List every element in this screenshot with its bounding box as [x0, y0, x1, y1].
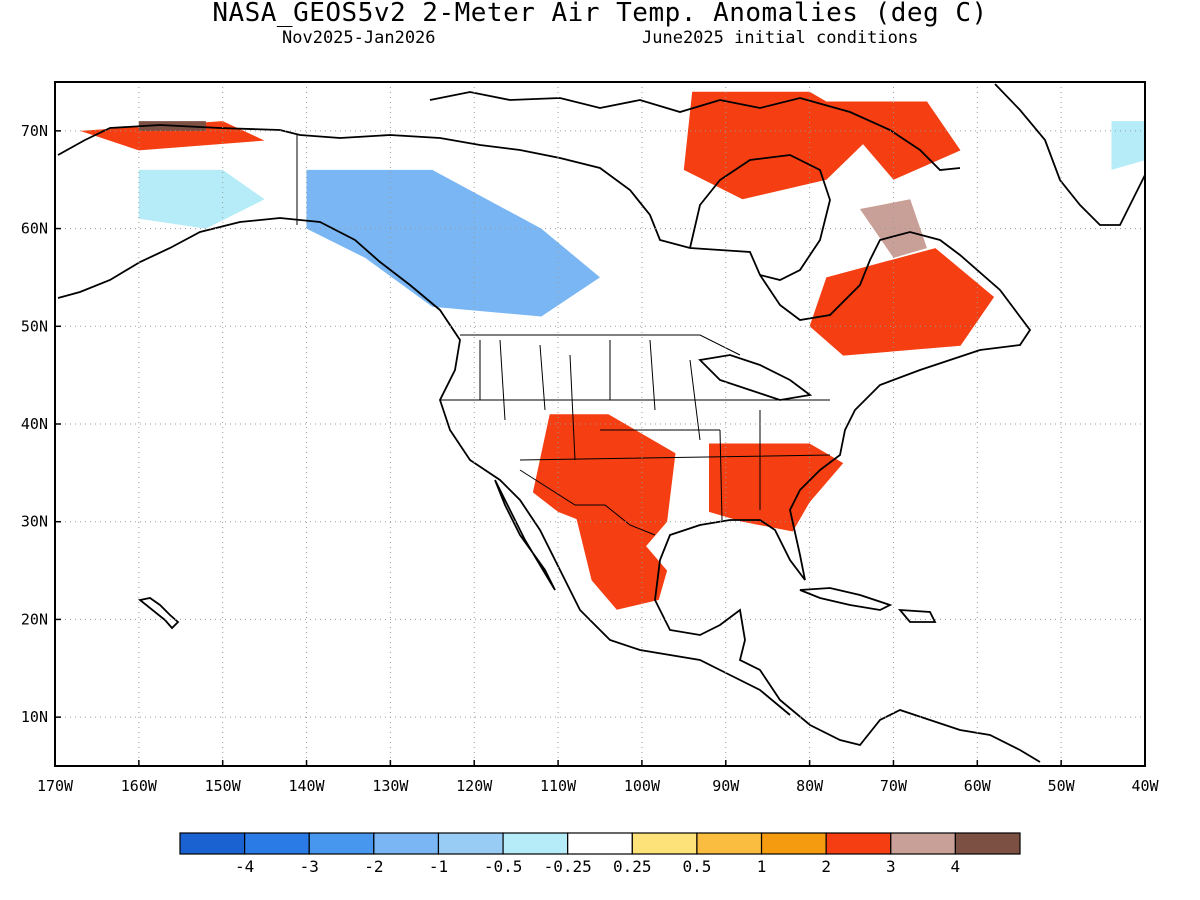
forecast-period: Nov2025-Jan2026 — [282, 28, 436, 48]
baffin-hot — [859, 199, 927, 258]
alaska-cool — [138, 169, 265, 229]
us-southwest-warm — [532, 414, 676, 551]
lon-tick-label: 70W — [880, 777, 908, 795]
colorbar-label: -2 — [364, 857, 383, 876]
colorbar-label: 2 — [821, 857, 831, 876]
colorbar-label: 0.25 — [613, 857, 652, 876]
lon-tick-label: 40W — [1131, 777, 1159, 795]
colorbar-swatch — [179, 832, 246, 855]
political-borders — [296, 135, 831, 536]
colorbar-label: -0.25 — [544, 857, 592, 876]
colorbar-swatch — [954, 832, 1021, 855]
colorbar-label: 4 — [951, 857, 961, 876]
lon-tick-label: 110W — [540, 777, 577, 795]
colorbar-swatch — [437, 832, 504, 855]
lon-tick-label: 130W — [372, 777, 409, 795]
lon-tick-label: 100W — [624, 777, 661, 795]
coastlines — [57, 83, 1145, 763]
colorbar-label: -0.5 — [484, 857, 523, 876]
colorbar-swatch — [696, 832, 763, 855]
great-lakes — [698, 354, 813, 401]
us-state-borders — [440, 339, 831, 521]
graticule — [55, 82, 1145, 766]
colorbar-label: 0.5 — [682, 857, 711, 876]
lon-tick-label: 90W — [712, 777, 740, 795]
hudson-bay — [689, 154, 831, 281]
lon-tick-label: 140W — [288, 777, 325, 795]
lat-tick-label: 20N — [21, 610, 48, 628]
colorbar-swatch — [244, 832, 310, 855]
colorbar-label: 3 — [886, 857, 896, 876]
colorbar-swatch — [373, 832, 440, 855]
lon-tick-label: 170W — [37, 777, 74, 795]
lon-tick-label: 120W — [456, 777, 493, 795]
colorbar-swatch — [760, 832, 827, 855]
lat-tick-label: 30N — [21, 513, 48, 531]
lat-tick-label: 60N — [21, 220, 48, 238]
hawaii — [137, 597, 180, 630]
colorbar-label: -1 — [429, 857, 448, 876]
greenland-coast — [994, 83, 1145, 226]
lon-tick-label: 50W — [1048, 777, 1076, 795]
colorbar-swatch — [825, 832, 892, 855]
axis-labels: 170W 160W 150W 140W 130W 120W 110W 100W 90W 80W 70… — [21, 122, 1160, 795]
colorbar-swatch — [308, 832, 375, 855]
lat-tick-label: 40N — [21, 415, 48, 433]
colorbar-swatch — [890, 832, 956, 855]
north-america-coastline — [57, 124, 1041, 763]
greenland-cool — [1111, 121, 1145, 170]
lat-tick-label: 70N — [21, 122, 48, 140]
baja-california — [494, 479, 556, 591]
colorbar-swatch — [631, 832, 698, 855]
arctic-islands — [429, 91, 961, 171]
lat-tick-label: 10N — [21, 708, 48, 726]
baffin-warm — [826, 101, 961, 180]
colorbar-label: 1 — [757, 857, 767, 876]
lon-tick-label: 150W — [205, 777, 242, 795]
us-southeast-warm — [709, 443, 844, 532]
cuba — [799, 587, 893, 611]
lon-tick-label: 80W — [796, 777, 824, 795]
lon-tick-label: 160W — [121, 777, 158, 795]
map-title: NASA_GEOS5v2 2-Meter Air Temp. Anomalies… — [212, 0, 988, 28]
lon-tick-label: 60W — [964, 777, 992, 795]
colorbar: -4 -3 -2 -1 -0.5 -0.25 0.25 0.5 1 2 3 4 — [179, 832, 1021, 876]
colorbar-swatch — [502, 832, 569, 855]
lat-tick-label: 50N — [21, 317, 48, 335]
western-canada-cool — [306, 169, 600, 317]
colorbar-swatch — [567, 832, 633, 855]
anomaly-field — [80, 91, 1145, 610]
colorbar-label: -3 — [300, 857, 319, 876]
labrador-warm — [809, 248, 995, 356]
us-canada-border — [460, 334, 741, 356]
pacific-coastline — [57, 217, 791, 716]
us-mexico-border — [519, 469, 656, 536]
hispaniola — [897, 608, 937, 623]
colorbar-label: -4 — [235, 857, 254, 876]
mexico-warm — [574, 511, 668, 610]
initial-conditions: June2025 initial conditions — [642, 28, 919, 48]
